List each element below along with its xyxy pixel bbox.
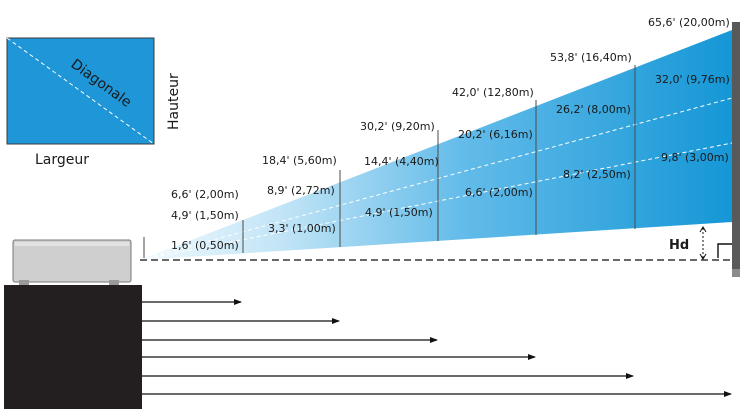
projector [12, 239, 132, 285]
upper-width-label-4: 20,2' (6,16m) [458, 128, 533, 141]
distance-arrows [142, 299, 732, 397]
beam-dashed-upper [139, 97, 733, 261]
upper-width-label-3: 14,4' (4,40m) [364, 155, 439, 168]
projector-foot-right [109, 280, 119, 285]
projector-stand [4, 285, 142, 409]
screen-wall [732, 22, 740, 269]
distance-label-4: 42,0' (12,80m) [452, 86, 534, 99]
upper-width-label-1: 4,9' (1,50m) [171, 209, 239, 222]
lower-width-label-2: 3,3' (1,00m) [268, 222, 336, 235]
distance-label-2: 18,4' (5,60m) [262, 154, 337, 167]
beam-dashed-lower [139, 142, 733, 261]
offset-indicator [699, 226, 732, 260]
lower-width-label-5: 8,2' (2,50m) [563, 168, 631, 181]
lower-width-label-3: 4,9' (1,50m) [365, 206, 433, 219]
upper-width-label-2: 8,9' (2,72m) [267, 184, 335, 197]
distance-label-3: 30,2' (9,20m) [360, 120, 435, 133]
lower-width-label-4: 6,6' (2,00m) [465, 186, 533, 199]
projector-body [12, 239, 132, 283]
height-label: Hauteur [166, 73, 182, 130]
lower-width-label-6: 9,8' (3,00m) [661, 151, 729, 164]
width-label: Largeur [35, 152, 89, 168]
offset-label: Hd [669, 238, 689, 253]
lower-width-label-1: 1,6' (0,50m) [171, 239, 239, 252]
distance-label-5: 53,8' (16,40m) [550, 51, 632, 64]
screen-box-diagonal [6, 37, 155, 145]
distance-markers [143, 65, 636, 258]
screen-wall-bottom [732, 269, 740, 277]
projection-beam [140, 30, 732, 260]
distance-label-6: 65,6' (20,00m) [648, 16, 730, 29]
upper-width-label-6: 32,0' (9,76m) [655, 73, 730, 86]
upper-width-label-5: 26,2' (8,00m) [556, 103, 631, 116]
projector-foot-left [19, 280, 29, 285]
distance-label-1: 6,6' (2,00m) [171, 188, 239, 201]
